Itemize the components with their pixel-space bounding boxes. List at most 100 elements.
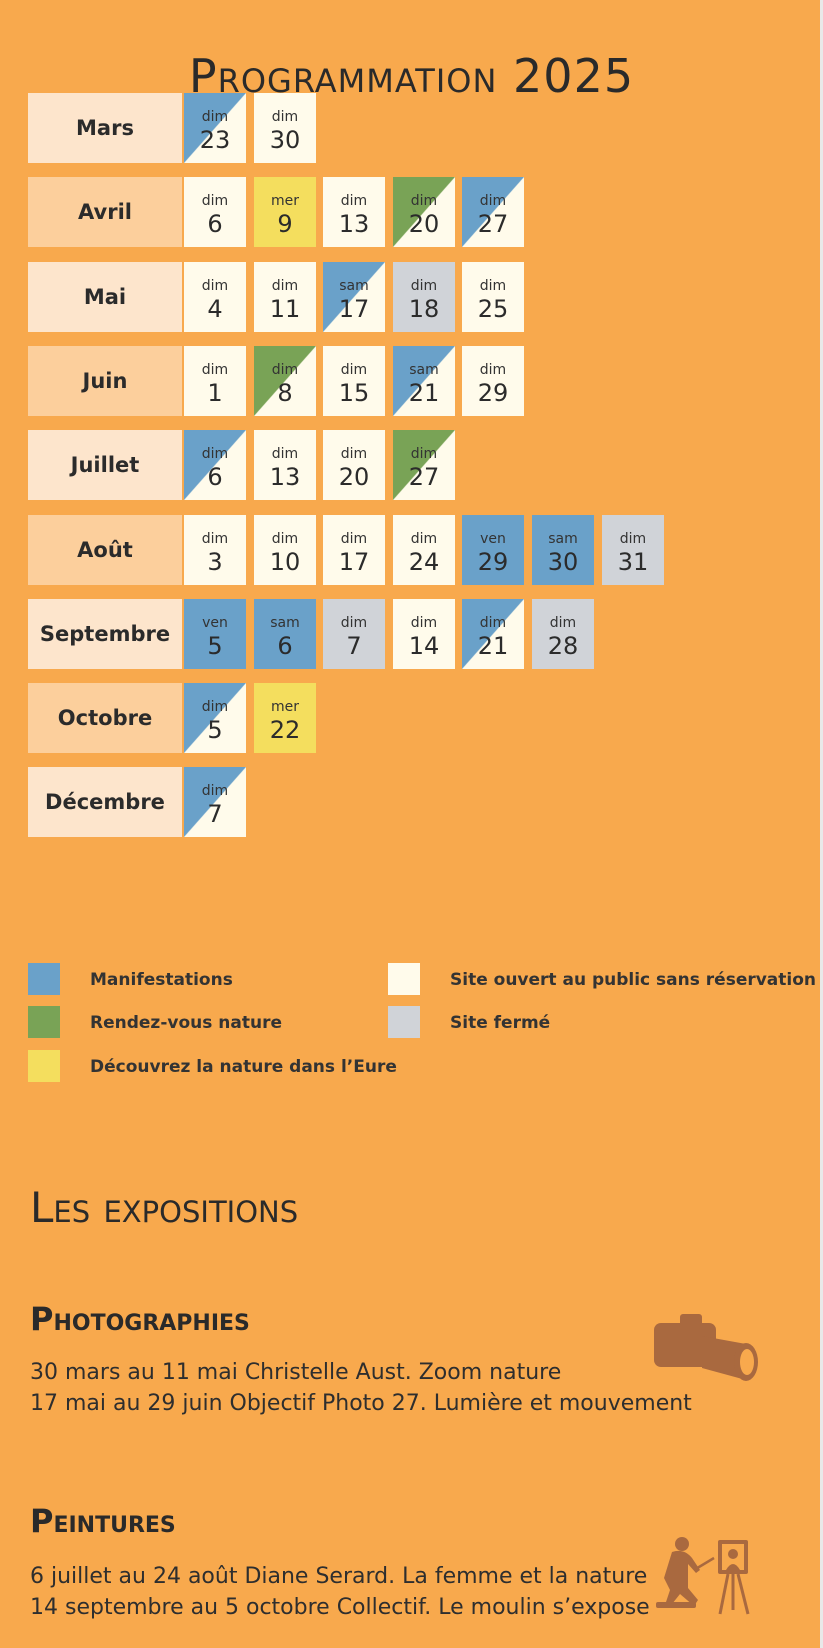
legend-label-ouvert: Site ouvert au public sans réservation [450, 970, 817, 990]
day-name: dim [201, 783, 229, 799]
day-name: dim [619, 531, 647, 547]
legend-label-ferme: Site fermé [450, 1013, 551, 1033]
camera-icon [654, 1314, 758, 1381]
day-date: 23 [199, 126, 231, 154]
month-row: Décembre dim 7 [28, 767, 748, 837]
day-tile: sam 6 [254, 599, 316, 669]
day-name: dim [201, 193, 229, 209]
day-date: 9 [277, 210, 293, 238]
day-name: dim [479, 615, 507, 631]
day-name: dim [201, 699, 229, 715]
painter-easel-icon [656, 1537, 750, 1615]
month-row: Octobre dim 5 mer 22 [28, 683, 748, 753]
day-date: 8 [277, 379, 293, 407]
month-label: Mars [28, 93, 182, 163]
day-date: 11 [269, 295, 301, 323]
day-name: dim [410, 531, 438, 547]
day-tile: dim 4 [184, 262, 246, 332]
legend-label-manifestations: Manifestations [90, 970, 233, 990]
day-tile: dim 25 [462, 262, 524, 332]
day-tile: sam 17 [323, 262, 385, 332]
day-name: dim [271, 109, 299, 125]
day-date: 3 [207, 548, 223, 576]
month-label: Septembre [28, 599, 182, 669]
legend-label-decouvrez: Découvrez la nature dans l’Eure [90, 1057, 397, 1077]
day-tile: ven 5 [184, 599, 246, 669]
day-tile: dim 13 [254, 430, 316, 500]
month-row: Mars dim 23 dim 30 [28, 93, 748, 163]
photographies-entry: 30 mars au 11 mai Christelle Aust. Zoom … [30, 1360, 562, 1385]
day-tile: sam 21 [393, 346, 455, 416]
month-row: Août dim 3 dim 10 dim 17 dim 24 ven 29 sam 30 dim 31 [28, 515, 748, 585]
day-name: dim [340, 615, 368, 631]
day-tile: dim 20 [323, 430, 385, 500]
day-name: dim [340, 193, 368, 209]
day-tile: dim 13 [323, 177, 385, 247]
day-name: dim [201, 109, 229, 125]
day-name: dim [201, 446, 229, 462]
day-date: 13 [338, 210, 370, 238]
day-name: dim [271, 362, 299, 378]
page-edge [820, 0, 823, 1648]
day-name: sam [339, 278, 369, 294]
day-name: dim [410, 278, 438, 294]
day-date: 17 [338, 548, 370, 576]
day-name: dim [410, 193, 438, 209]
day-tile: mer 9 [254, 177, 316, 247]
day-name: dim [340, 531, 368, 547]
day-name: dim [201, 362, 229, 378]
month-label: Décembre [28, 767, 182, 837]
day-date: 25 [477, 295, 509, 323]
legend: Manifestations Rendez-vous nature Découv… [28, 963, 816, 1093]
day-tile: sam 30 [532, 515, 594, 585]
day-date: 28 [547, 632, 579, 660]
peintures-entry: 6 juillet au 24 août Diane Serard. La fe… [30, 1564, 648, 1589]
day-date: 24 [408, 548, 440, 576]
month-row: Mai dim 4 dim 11 sam 17 dim 18 dim 25 [28, 262, 748, 332]
day-date: 5 [207, 632, 223, 660]
day-date: 20 [338, 463, 370, 491]
month-label: Août [28, 515, 182, 585]
day-tile: dim 28 [532, 599, 594, 669]
day-date: 21 [477, 632, 509, 660]
legend-label-rendez-vous-nature: Rendez-vous nature [90, 1013, 282, 1033]
day-tile: dim 30 [254, 93, 316, 163]
legend-swatch-ferme [388, 1006, 420, 1038]
month-label: Juillet [28, 430, 182, 500]
day-name: dim [479, 193, 507, 209]
day-tile: dim 27 [462, 177, 524, 247]
day-date: 20 [408, 210, 440, 238]
day-name: dim [479, 278, 507, 294]
day-tile: dim 3 [184, 515, 246, 585]
day-name: ven [480, 531, 506, 547]
day-name: dim [271, 531, 299, 547]
expositions-title: Les expositions [30, 1183, 299, 1232]
day-date: 7 [207, 800, 223, 828]
day-tile: dim 17 [323, 515, 385, 585]
day-date: 5 [207, 716, 223, 744]
day-tile: dim 10 [254, 515, 316, 585]
peintures-title: Peintures [30, 1502, 176, 1540]
day-tile: dim 7 [184, 767, 246, 837]
day-tile: dim 11 [254, 262, 316, 332]
legend-swatch-manifestations [28, 963, 60, 995]
day-name: dim [479, 362, 507, 378]
day-name: dim [271, 278, 299, 294]
day-name: mer [270, 699, 299, 715]
month-label: Avril [28, 177, 182, 247]
day-name: dim [410, 615, 438, 631]
day-date: 13 [269, 463, 301, 491]
day-date: 10 [269, 548, 301, 576]
day-date: 6 [207, 463, 223, 491]
legend-swatch-ouvert [388, 963, 420, 995]
month-label: Juin [28, 346, 182, 416]
day-name: sam [548, 531, 578, 547]
day-tile: mer 22 [254, 683, 316, 753]
day-name: dim [271, 446, 299, 462]
day-date: 14 [408, 632, 440, 660]
day-date: 6 [207, 210, 223, 238]
day-date: 4 [207, 295, 223, 323]
day-name: dim [201, 531, 229, 547]
peintures-entry: 14 septembre au 5 octobre Collectif. Le … [30, 1595, 650, 1620]
photographies-title: Photographies [30, 1300, 250, 1338]
